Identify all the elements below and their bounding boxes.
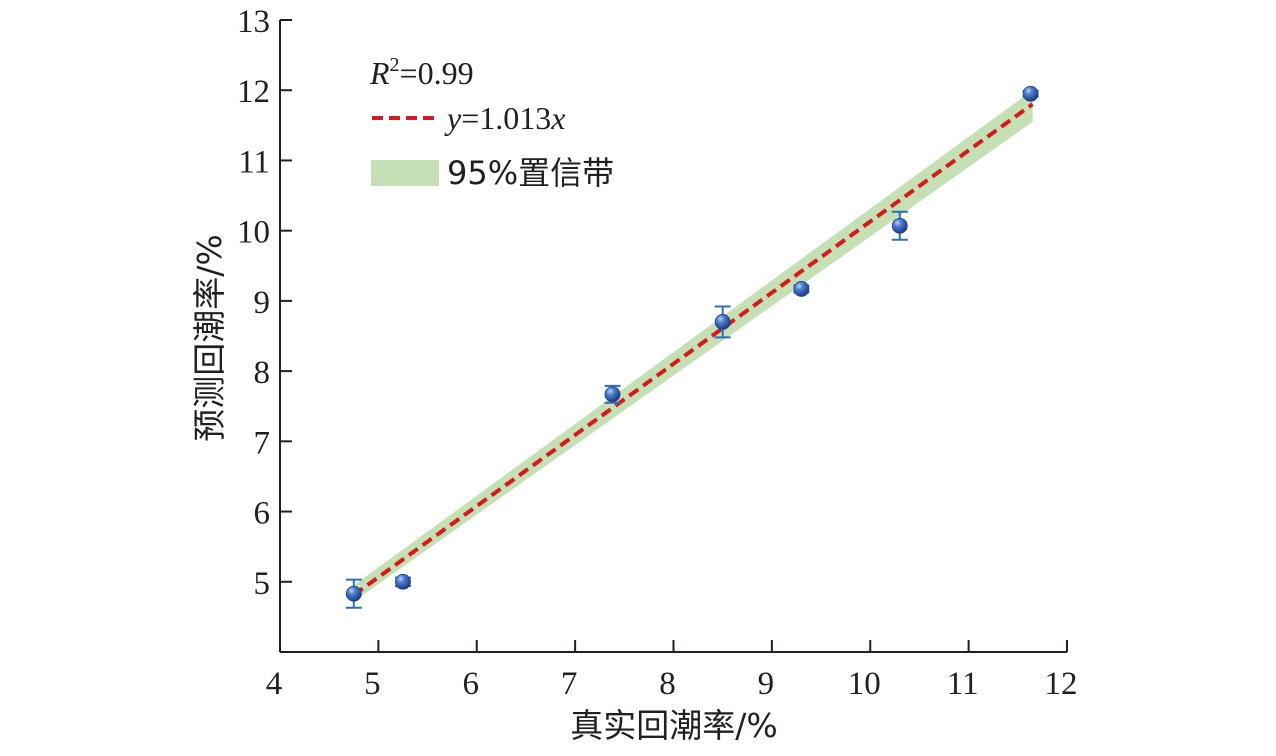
- fit-line-layer: [352, 102, 1034, 597]
- x-tick-label-5: 5: [364, 666, 381, 702]
- x-tick-label-6: 6: [463, 666, 480, 702]
- legend-r2-superscript: 2: [390, 54, 400, 76]
- legend-r2-symbol: R: [369, 55, 390, 91]
- x-tick-label-9: 9: [758, 666, 775, 702]
- x-tick-label-11: 11: [947, 666, 979, 702]
- y-tick-label-6: 6: [254, 496, 271, 532]
- y-tick-label-13: 13: [237, 4, 270, 40]
- legend: R2=0.99 y=1.013x 95%置信带: [369, 54, 614, 192]
- legend-band-swatch: [371, 160, 439, 186]
- y-tick-label-5: 5: [254, 566, 271, 602]
- data-point-5: [891, 217, 908, 234]
- data-point-4: [793, 281, 810, 297]
- legend-fit-y: y: [444, 100, 462, 136]
- fit-line: [352, 102, 1034, 597]
- x-tick-label-10: 10: [848, 666, 881, 702]
- data-point-3: [714, 314, 731, 330]
- y-tick-label-8: 8: [254, 355, 271, 391]
- legend-band-label: 95%置信带: [447, 154, 614, 192]
- x-tick-label-4: 4: [266, 666, 283, 702]
- x-axis-title: 真实回潮率/%: [570, 706, 777, 745]
- data-point-1: [395, 573, 411, 590]
- legend-fit-eq: =1.013: [461, 100, 551, 136]
- y-tick-label-10: 10: [237, 215, 270, 251]
- legend-r2-value: =0.99: [400, 55, 474, 91]
- x-tick-label-12: 12: [1045, 666, 1078, 702]
- y-tick-label-12: 12: [237, 74, 270, 110]
- legend-fit-x: x: [550, 100, 565, 136]
- y-tick-label-11: 11: [238, 144, 270, 180]
- y-tick-label-9: 9: [254, 285, 271, 321]
- point-layer: [345, 85, 1039, 602]
- data-point-6: [1022, 85, 1039, 102]
- tick-labels: 4 5 6 7 8 9 10 11 12 5 6 7 8 9 10 11 12 13: [237, 4, 1078, 702]
- axes: [279, 19, 1068, 653]
- legend-fit-equation: y=1.013x: [444, 100, 565, 136]
- y-axis-title: 预测回潮率/%: [190, 234, 229, 441]
- legend-r2: R2=0.99: [369, 54, 474, 91]
- data-point-0: [345, 585, 362, 602]
- x-tick-label-8: 8: [659, 666, 676, 702]
- x-tick-label-7: 7: [561, 666, 578, 702]
- data-point-2: [604, 386, 621, 403]
- y-tick-label-7: 7: [254, 425, 271, 461]
